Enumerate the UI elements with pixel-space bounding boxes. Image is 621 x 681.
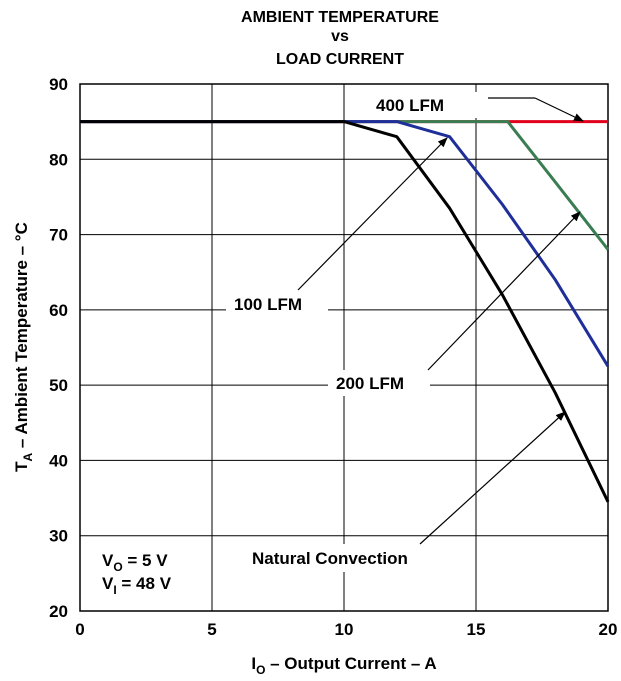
y-tick-label-3: 50 bbox=[49, 376, 68, 395]
arrow-200-lfm bbox=[427, 211, 581, 371]
x-axis-label: IO – Output Current – A bbox=[251, 654, 436, 677]
label-natural-convection: Natural Convection bbox=[252, 549, 408, 568]
y-tick-label-5: 70 bbox=[49, 226, 68, 245]
y-tick-label-2: 40 bbox=[49, 451, 68, 470]
y-tick-label-0: 20 bbox=[49, 602, 68, 621]
x-tick-label-3: 15 bbox=[467, 620, 486, 639]
arrow-100-lfm bbox=[297, 137, 448, 291]
chart-title-line-3: LOAD CURRENT bbox=[276, 51, 404, 68]
label-bg-conditions bbox=[96, 545, 198, 595]
x-tick-label-2: 10 bbox=[335, 620, 354, 639]
condition-vi: VI = 48 V bbox=[102, 574, 172, 597]
x-tick-label-1: 5 bbox=[207, 620, 216, 639]
chart-title-line-1: AMBIENT TEMPERATURE bbox=[241, 9, 439, 26]
label-200-lfm: 200 LFM bbox=[336, 374, 404, 393]
y-tick-label-4: 60 bbox=[49, 301, 68, 320]
tick-labels: 0 5 10 15 20 20 30 40 50 60 70 80 90 bbox=[49, 75, 617, 639]
y-axis-label: TA – Ambient Temperature – °C bbox=[12, 222, 35, 472]
series-lines bbox=[80, 120, 610, 503]
label-bg-100 bbox=[226, 291, 328, 317]
condition-vo: VO = 5 V bbox=[102, 551, 168, 574]
arrow-400-lfm-tip bbox=[534, 97, 584, 122]
label-bg-200 bbox=[328, 370, 430, 396]
arrow-natural-convection bbox=[419, 411, 566, 545]
label-bg-400 bbox=[368, 92, 480, 118]
label-bg-natural bbox=[244, 544, 454, 572]
y-tick-label-1: 30 bbox=[49, 527, 68, 546]
label-400-lfm: 400 LFM bbox=[376, 96, 444, 115]
x-tick-label-0: 0 bbox=[75, 620, 84, 639]
series-line-3 bbox=[80, 120, 610, 503]
x-tick-label-4: 20 bbox=[599, 620, 618, 639]
chart-title-line-2: vs bbox=[331, 28, 349, 45]
label-100-lfm: 100 LFM bbox=[234, 295, 302, 314]
y-tick-label-6: 80 bbox=[49, 150, 68, 169]
y-tick-label-7: 90 bbox=[49, 75, 68, 94]
